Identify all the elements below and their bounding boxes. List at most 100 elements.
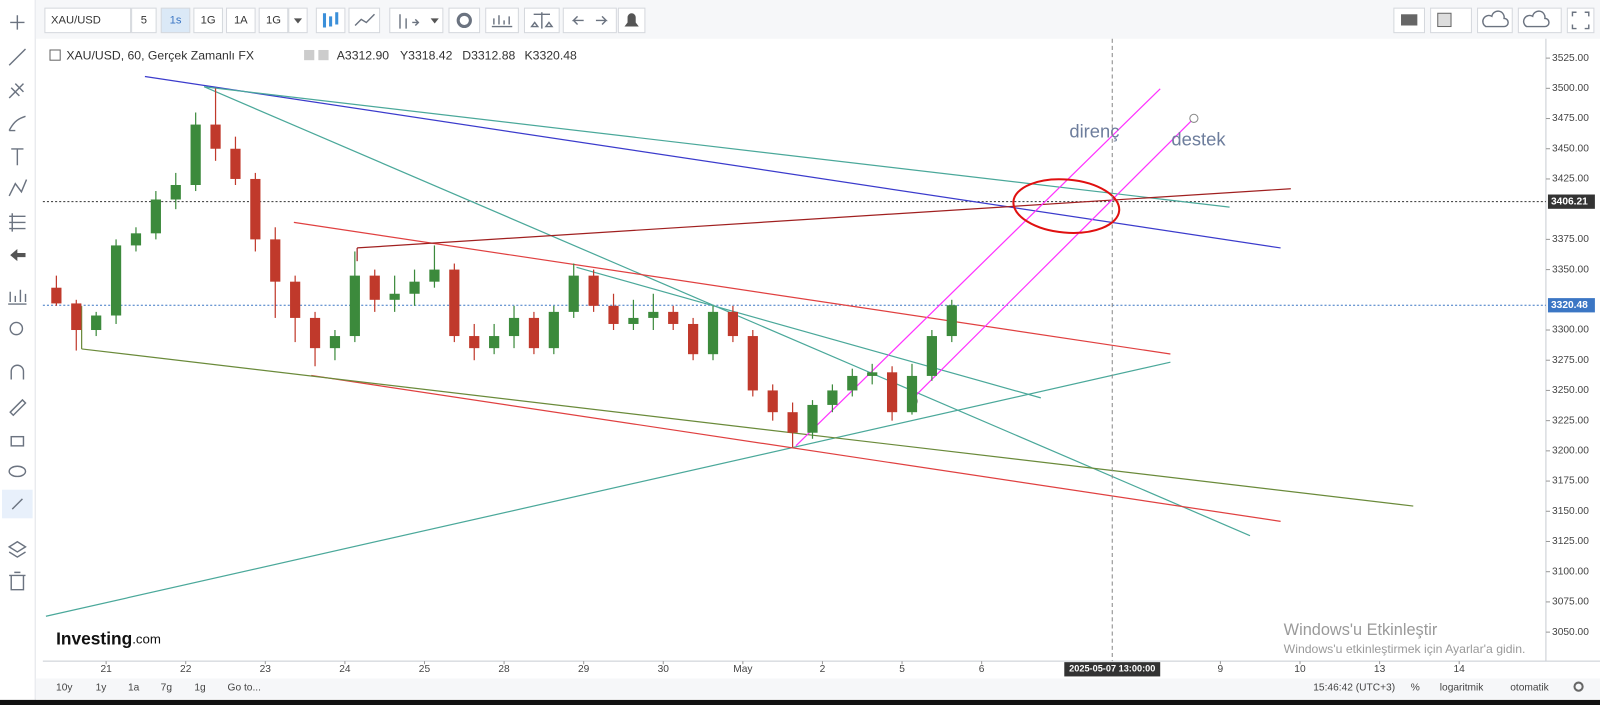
activation-subtitle: Windows'u etkinleştirmek için Ayarlar'a … [1284,642,1526,656]
symbol-input[interactable]: XAU/USD [51,14,101,26]
symbol-box[interactable] [44,7,132,34]
range-button[interactable]: 1y [96,682,108,693]
candle-body [349,275,360,337]
y-tick-label: 3250.00 [1552,385,1589,396]
trendline [204,86,1230,208]
candle-body [508,317,520,337]
legend-icon[interactable] [318,49,329,61]
candle-body [767,390,778,413]
line-handle [1189,113,1199,123]
zoom-tool[interactable] [9,321,24,336]
interval-button-active[interactable] [160,7,191,34]
lock-tool[interactable] [10,435,25,447]
settings-icon[interactable] [1573,681,1584,692]
log-toggle[interactable]: logaritmik [1440,682,1484,693]
candle-body [409,281,420,294]
range-button[interactable]: 1a [128,682,140,693]
crosshair-label: 2025-05-07 13:00:00 [1069,664,1155,674]
candle-body [886,372,898,413]
y-tick-label: 3525.00 [1552,53,1589,64]
chart-legend: XAU/USD, 60, Gerçek Zamanlı FX A3312.90 … [49,48,577,62]
interval-button[interactable] [258,7,289,34]
candle-body [150,199,161,234]
range-button[interactable]: 1g [194,682,206,693]
pattern-tool[interactable] [8,179,28,197]
plot [51,88,957,448]
candle-body [727,311,739,337]
magnet-tool[interactable] [10,364,25,380]
y-tick-label: 3050.00 [1552,627,1589,638]
studies-icon [491,15,513,28]
y-tick-label: 3450.00 [1552,143,1589,154]
y-tick-label: 3125.00 [1552,536,1589,547]
interval-button[interactable] [226,7,256,34]
lock-draw-tool[interactable] [9,398,27,417]
interval-label[interactable]: 5 [141,14,147,26]
x-tick-label: 13 [1374,664,1386,675]
x-tick-label: 22 [180,664,192,675]
trendline [293,221,1171,355]
candle-body [608,305,619,324]
auto-toggle[interactable]: otomatik [1510,682,1549,693]
trendline-tool[interactable] [8,48,27,66]
percent-toggle[interactable]: % [1411,682,1420,693]
candle-body [250,178,261,240]
interval-button[interactable] [193,7,223,34]
interval-label[interactable]: 1s [170,14,182,26]
y-tick-label: 3300.00 [1552,325,1589,336]
text-tool[interactable] [11,148,24,166]
measure-tool[interactable] [9,213,26,232]
fib-tool[interactable] [8,83,24,99]
candle-body [747,336,758,391]
fullscreen-button[interactable] [1566,7,1595,34]
candle-body [548,311,559,349]
candle-body [827,390,838,405]
settings-button[interactable] [448,7,481,34]
brand-logo: Investing.com [56,628,161,648]
candle-body [210,124,221,149]
price-label: 3320.48 [1551,300,1588,311]
legend-icon[interactable] [304,49,315,61]
crosshair-tool[interactable] [10,15,25,30]
legend-title: XAU/USD, 60, Gerçek Zamanlı FX [66,48,254,62]
candle-body [926,336,937,376]
undo-redo-icon [571,15,608,25]
alert-icon [624,13,639,27]
compare-icon [530,12,554,29]
candle-body [449,269,460,337]
range-button[interactable]: 7g [161,682,173,693]
x-tick-label: 6 [979,664,985,675]
y-tick-label: 3075.00 [1552,597,1589,608]
candle-body [91,315,102,331]
drawing-toolbar [2,0,36,700]
layers-tool[interactable] [7,540,27,558]
interval-label[interactable]: 1G [201,14,216,26]
range-button[interactable]: 10y [56,682,73,693]
x-tick-label: 2 [820,664,826,675]
candle-body [707,311,719,355]
ruler-tool[interactable] [8,289,27,305]
back-tool[interactable] [10,248,26,262]
brush-tool[interactable] [8,115,26,132]
price-label-box [1547,298,1595,313]
studies-button[interactable] [485,7,519,34]
undo-redo[interactable] [562,7,617,34]
y-tick-label: 3225.00 [1552,415,1589,426]
interval-button[interactable] [131,7,157,34]
collapse-icon[interactable] [49,49,61,61]
candle-body [628,317,639,324]
candle-body [787,412,798,433]
goto-button[interactable]: Go to... [228,682,261,693]
save-button[interactable] [1517,7,1562,34]
link-tool[interactable] [11,498,23,510]
interval-label[interactable]: 1G [266,14,281,26]
brand-suffix: .com [132,631,161,646]
candle-body [807,404,818,433]
delete-tool[interactable] [9,571,26,591]
visibility-tool[interactable] [8,465,27,478]
price-label-box [1547,194,1595,209]
interval-label[interactable]: 1A [234,14,248,26]
candle-body [588,275,599,306]
